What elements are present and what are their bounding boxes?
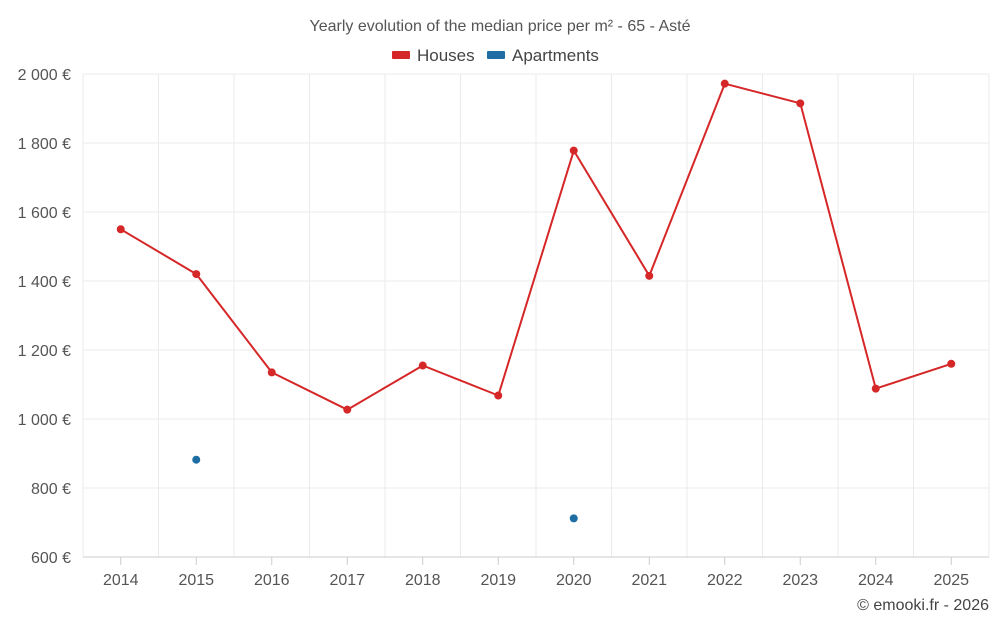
- x-tick-label: 2018: [405, 572, 441, 589]
- y-tick-label: 1 400 €: [18, 274, 71, 291]
- legend-swatch-apartments[interactable]: [487, 51, 505, 59]
- x-tick-label: 2021: [631, 572, 667, 589]
- x-tick-label: 2025: [933, 572, 969, 589]
- data-point-houses[interactable]: [418, 361, 427, 370]
- series-apartments: [192, 455, 578, 523]
- y-tick-label: 1 000 €: [18, 412, 71, 429]
- x-tick-label: 2020: [556, 572, 592, 589]
- chart-title: Yearly evolution of the median price per…: [310, 18, 691, 35]
- x-tick-label: 2015: [178, 572, 214, 589]
- data-point-houses[interactable]: [947, 359, 956, 368]
- legend: Houses Apartments: [392, 46, 599, 65]
- data-point-houses[interactable]: [645, 271, 654, 280]
- y-tick-label: 2 000 €: [18, 67, 71, 84]
- x-tick-label: 2024: [858, 572, 894, 589]
- copyright-credit: © emooki.fr - 2026: [857, 597, 989, 614]
- series-houses: [116, 79, 956, 414]
- x-tick-label: 2017: [329, 572, 365, 589]
- legend-label-apartments[interactable]: Apartments: [512, 46, 599, 65]
- data-point-apartments[interactable]: [569, 514, 578, 523]
- data-point-houses[interactable]: [720, 79, 729, 88]
- data-point-apartments[interactable]: [192, 455, 201, 464]
- x-axis-ticks: 2014 2015 2016 2017 2018 2019 2020 2021 2022 2023…: [103, 557, 969, 589]
- y-tick-label: 1 200 €: [18, 343, 71, 360]
- series-line-houses: [120, 82, 952, 411]
- data-point-houses[interactable]: [116, 225, 125, 234]
- data-point-houses[interactable]: [343, 405, 352, 414]
- data-point-houses[interactable]: [569, 146, 578, 155]
- y-tick-label: 1 600 €: [18, 205, 71, 222]
- data-point-houses[interactable]: [192, 270, 201, 279]
- x-tick-label: 2014: [103, 572, 139, 589]
- y-tick-label: 800 €: [31, 481, 71, 498]
- y-axis-ticks: 600 € 800 € 1 000 € 1 200 € 1 400 € 1 600 € 1 …: [18, 67, 71, 567]
- legend-label-houses[interactable]: Houses: [417, 46, 475, 65]
- data-point-houses[interactable]: [796, 99, 805, 108]
- x-tick-label: 2023: [782, 572, 818, 589]
- grid: [82, 73, 990, 557]
- series: [116, 79, 956, 523]
- data-point-houses[interactable]: [267, 368, 276, 377]
- y-tick-label: 1 800 €: [18, 136, 71, 153]
- x-tick-label: 2019: [480, 572, 516, 589]
- data-point-houses[interactable]: [871, 384, 880, 393]
- legend-swatch-houses[interactable]: [392, 51, 410, 59]
- x-tick-label: 2016: [254, 572, 290, 589]
- y-tick-label: 600 €: [31, 550, 71, 567]
- data-point-houses[interactable]: [494, 391, 503, 400]
- x-tick-label: 2022: [707, 572, 743, 589]
